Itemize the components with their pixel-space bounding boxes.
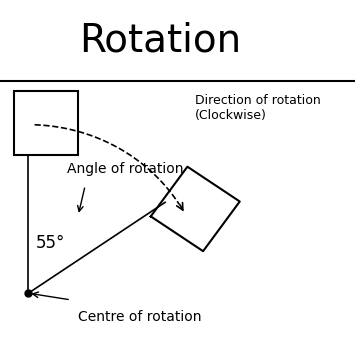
Text: 55°: 55° — [36, 234, 65, 252]
Text: Angle of rotation: Angle of rotation — [67, 161, 184, 176]
Text: Direction of rotation
(Clockwise): Direction of rotation (Clockwise) — [195, 94, 321, 122]
Text: Rotation: Rotation — [79, 22, 241, 59]
Bar — [14, 91, 78, 155]
Text: Centre of rotation: Centre of rotation — [78, 310, 202, 324]
